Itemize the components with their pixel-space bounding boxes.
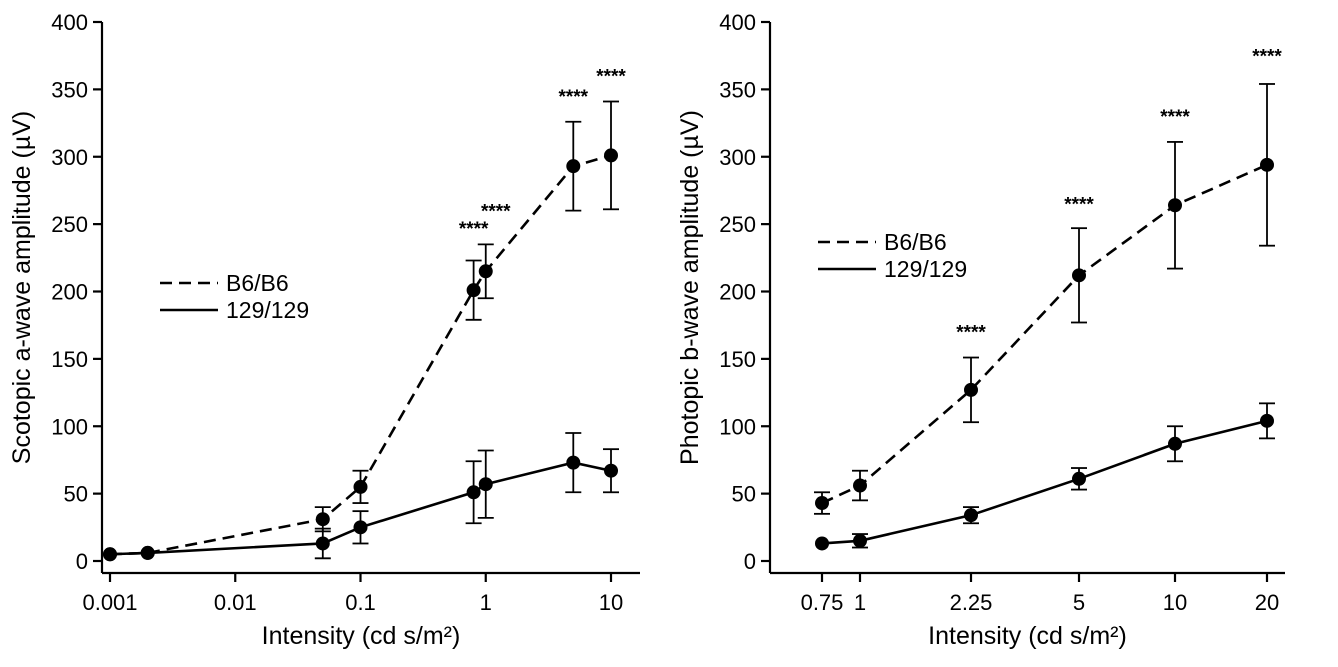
x-tick-label-1-5: 20	[1255, 590, 1279, 615]
data-point-0-0-2	[315, 512, 330, 527]
significance-label-0-1: ****	[481, 201, 511, 222]
significance-label-0-0: ****	[459, 219, 489, 240]
significance-label-1-1: ****	[1064, 195, 1094, 216]
x-tick-label-0-3: 1	[480, 590, 492, 615]
data-point-1-0-0	[815, 496, 829, 511]
x-tick-label-1-3: 5	[1073, 590, 1085, 615]
data-point-1-1-0	[815, 536, 829, 551]
legend-label-1-1: 129/129	[884, 256, 967, 282]
x-tick-label-1-2: 2.25	[950, 590, 993, 615]
data-point-1-0-4	[1168, 198, 1182, 213]
y-tick-label-1-6: 300	[719, 145, 756, 170]
series-line-1-1	[821, 419, 1268, 545]
data-point-1-1-1	[853, 533, 867, 548]
x-axis-title-0: Intensity (cd s/m²)	[262, 622, 461, 650]
x-tick-label-1-4: 10	[1163, 590, 1187, 615]
data-point-0-1-7	[604, 463, 618, 478]
significance-label-0-2: ****	[559, 87, 589, 108]
y-axis-title-1: Photopic b-wave amplitude (µV)	[676, 110, 704, 465]
significance-label-0-3: ****	[596, 67, 626, 88]
data-point-1-1-3	[1072, 471, 1086, 486]
data-point-0-0-5	[478, 264, 493, 279]
significance-label-1-0: ****	[956, 323, 986, 344]
x-tick-label-0-1: 0.01	[214, 590, 257, 615]
y-tick-label-1-1: 50	[732, 482, 756, 507]
data-point-1-1-4	[1168, 436, 1182, 451]
x-axis-title-1: Intensity (cd s/m²)	[928, 622, 1127, 650]
data-point-1-0-2	[964, 382, 978, 397]
y-tick-label-0-5: 250	[51, 212, 88, 237]
significance-label-1-2: ****	[1160, 107, 1190, 128]
data-point-0-1-3	[353, 520, 368, 535]
x-tick-label-0-2: 0.1	[345, 590, 376, 615]
significance-label-1-3: ****	[1252, 46, 1282, 67]
y-axis-title-0: Scotopic a-wave amplitude (µV)	[8, 111, 36, 464]
x-tick-label-1-1: 1	[854, 590, 866, 615]
y-tick-label-1-4: 200	[719, 280, 756, 305]
data-point-0-1-6	[566, 455, 581, 470]
y-tick-label-1-5: 250	[719, 212, 756, 237]
data-point-0-0-6	[566, 159, 581, 174]
data-point-0-1-1	[140, 545, 155, 560]
series-line-0-1	[109, 461, 612, 556]
y-tick-label-0-8: 400	[51, 10, 88, 35]
y-tick-label-0-1: 50	[64, 482, 88, 507]
data-point-1-0-5	[1260, 157, 1274, 172]
data-point-1-0-1	[853, 478, 867, 493]
x-tick-label-0-0: 0.001	[82, 590, 137, 615]
data-point-0-1-5	[478, 477, 493, 492]
data-point-0-1-4	[466, 485, 481, 500]
data-point-0-0-7	[604, 148, 618, 163]
data-point-1-1-2	[964, 508, 978, 523]
x-tick-label-0-4: 10	[599, 590, 623, 615]
data-point-0-0-4	[466, 283, 481, 298]
series-line-0-0	[109, 154, 612, 556]
data-point-0-0-3	[353, 479, 368, 494]
y-tick-label-1-3: 150	[719, 347, 756, 372]
data-point-1-1-5	[1260, 413, 1274, 428]
y-tick-label-0-0: 0	[76, 549, 88, 574]
y-tick-label-0-7: 350	[51, 77, 88, 102]
y-tick-label-1-2: 100	[719, 414, 756, 439]
y-tick-label-1-0: 0	[744, 549, 756, 574]
legend-label-0-1: 129/129	[226, 297, 309, 323]
legend-label-1-0: B6/B6	[884, 229, 947, 255]
data-point-0-1-2	[315, 536, 330, 551]
y-tick-label-0-3: 150	[51, 347, 88, 372]
data-point-0-1-0	[103, 547, 117, 562]
y-tick-label-1-8: 400	[719, 10, 756, 35]
y-tick-label-1-7: 350	[719, 77, 756, 102]
y-tick-label-0-2: 100	[51, 414, 88, 439]
series-line-1-0	[821, 163, 1268, 505]
y-tick-label-0-6: 300	[51, 145, 88, 170]
legend-label-0-0: B6/B6	[226, 270, 289, 296]
data-point-1-0-3	[1072, 268, 1086, 283]
y-tick-label-0-4: 200	[51, 280, 88, 305]
x-tick-label-1-0: 0.75	[801, 590, 844, 615]
